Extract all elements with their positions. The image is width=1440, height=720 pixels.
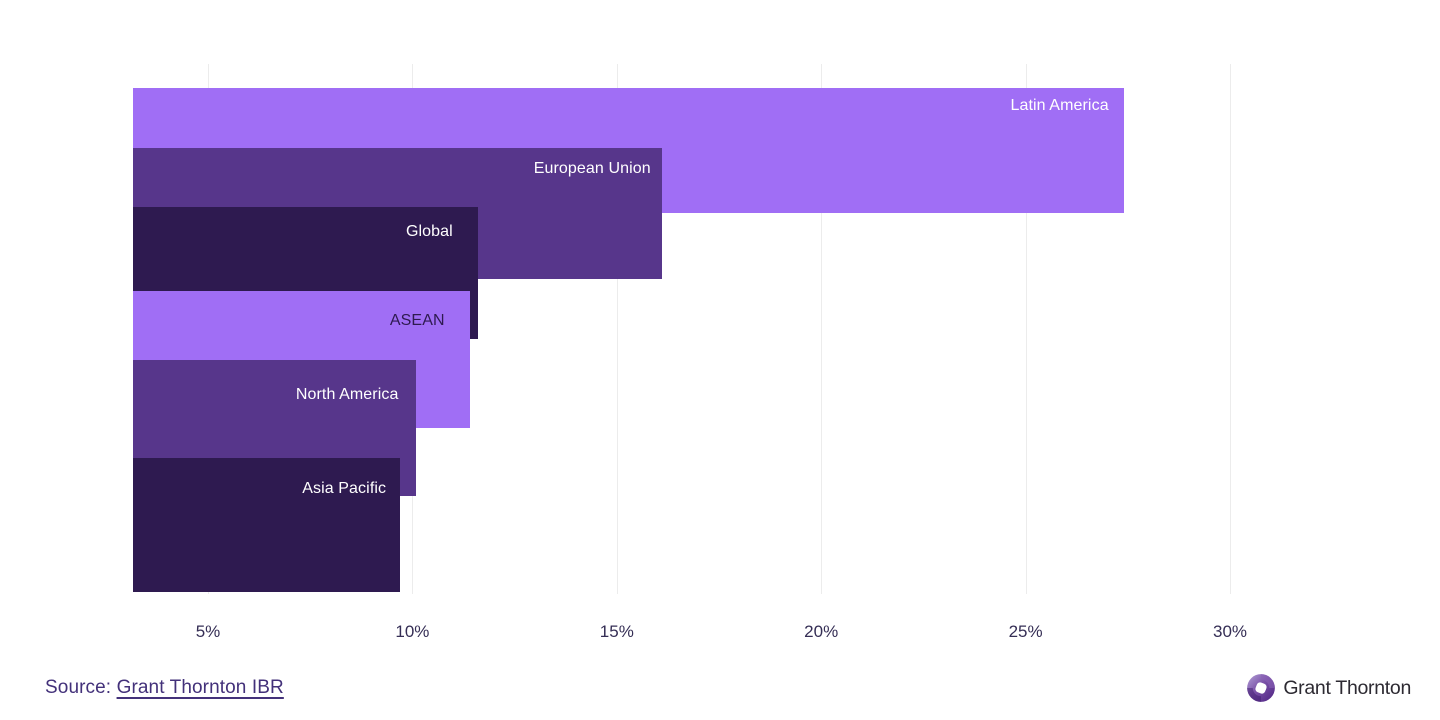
bar-label-latin-america: Latin America: [1010, 97, 1109, 114]
bar-label-asia-pacific: Asia Pacific: [302, 480, 387, 497]
x-axis-tick-15: 15%: [599, 622, 634, 641]
x-axis-tick-5: 5%: [195, 622, 221, 641]
x-axis-tick-10: 10%: [395, 622, 430, 641]
source-prefix-label: Source:: [45, 677, 117, 698]
bar-chart-plot: Latin America European Union Global ASEA…: [133, 64, 1248, 641]
gridline: [1230, 64, 1231, 594]
x-axis-tick-25: 25%: [1008, 622, 1043, 641]
grant-thornton-logo[interactable]: Grant Thornton: [1246, 673, 1411, 703]
gridline: [821, 64, 823, 594]
bar-asia-pacific: Asia Pacific: [133, 458, 401, 592]
bar-label-north-america: North America: [295, 386, 399, 403]
bar-label-european-union: European Union: [533, 160, 651, 177]
gridline: [616, 64, 618, 594]
bar-label-global: Global: [405, 223, 453, 240]
source-attribution: Source: Grant Thornton IBR: [45, 677, 284, 699]
x-axis-tick-30: 30%: [1212, 622, 1248, 641]
source-link[interactable]: Grant Thornton IBR: [116, 677, 284, 698]
grant-thornton-wordmark: Grant Thornton: [1283, 676, 1411, 699]
grant-thornton-orb-icon: [1247, 674, 1276, 702]
gridline: [1025, 64, 1027, 594]
bar-label-asean: ASEAN: [389, 312, 445, 329]
x-axis-tick-20: 20%: [804, 622, 839, 641]
